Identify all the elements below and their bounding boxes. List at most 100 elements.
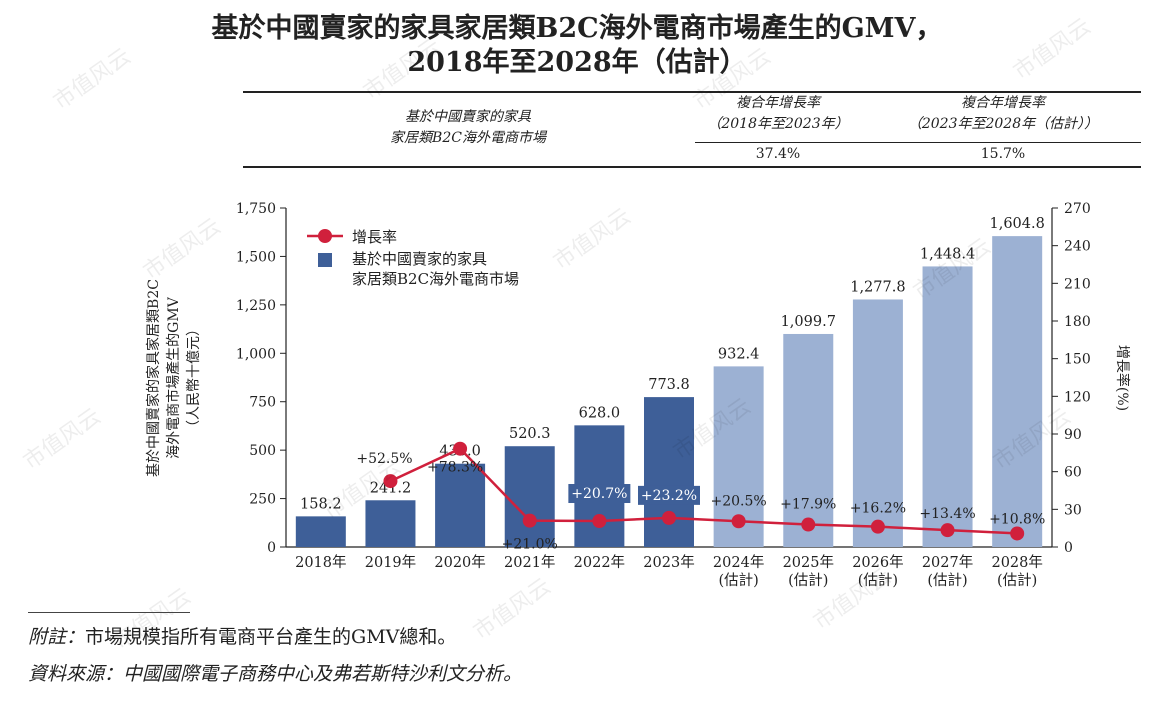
legend-bar-label-line2: 家居類B2C海外電商市場 [352,270,519,288]
cagr-table: 基於中國賣家的家具 家居類B2C海外電商市場 複合年增長率 （2018年至202… [243,91,1141,169]
x-tick-label: 2020年 [434,554,485,571]
y-axis-title-left: （人民幣十億元） [186,322,202,434]
left-tick-label: 0 [267,540,276,556]
watermark-text: 市值风云 [19,404,105,475]
bar [992,236,1043,547]
x-tick-sublabel: (估計) [788,572,828,589]
cagr-col1-header-line2: （2018年至2023年） [707,116,849,132]
bar [852,299,903,547]
right-tick-label: 120 [1064,389,1091,405]
growth-rate-label: +52.5% [356,451,412,467]
growth-rate-point [592,514,607,529]
cagr-col2-header-line2: （2023年至2028年（估計）） [907,116,1099,132]
growth-rate-label: +78.3% [427,460,483,476]
left-tick-label: 1,500 [236,249,276,265]
bar-value-label: 1,277.8 [850,279,905,295]
growth-rate-point [522,513,537,528]
growth-rate-point [453,441,468,456]
growth-rate-label: +16.2% [850,501,906,517]
growth-rate-point [383,474,398,489]
left-tick-label: 500 [249,443,276,459]
left-tick-label: 750 [249,395,276,411]
legend-bar-label-line1: 基於中國賣家的家具 [352,250,487,268]
watermark-text: 市值风云 [359,34,445,105]
bar-value-label: 520.3 [509,426,551,442]
footnote-source-label: 資料來源： [28,663,124,685]
legend-line-label: 增長率 [352,228,397,246]
bar-value-label: 932.4 [718,346,760,362]
x-tick-label: 2021年 [504,554,555,571]
growth-rate-point [731,514,746,529]
x-tick-label: 2026年 [852,554,903,571]
cagr-value-2023-2028: 15.7% [980,146,1026,162]
cagr-value-2018-2023: 37.4% [755,146,801,162]
bar [922,266,973,547]
bar-value-label: 158.2 [300,496,342,512]
cagr-col1-header: 複合年增長率 （2018年至2023年） [695,93,861,135]
x-tick-sublabel: (估計) [858,572,898,589]
footnote-note-label: 附註： [28,626,86,648]
y-axis-title-left: 基於中國賣家的家具家居類B2C [145,279,162,477]
growth-rate-label: +13.4% [919,506,975,522]
chart-title-line1: 基於中國賣家的家具家居類B2C海外電商市場產生的GMV， [211,13,943,44]
cagr-col2-header-line1: 複合年增長率 [961,95,1045,111]
growth-rate-label: +10.8% [989,511,1045,527]
growth-rate-point [870,519,885,534]
bar [365,500,416,547]
footnote-note-text: 市場規模指所有電商平台產生的GMV總和。 [85,626,457,648]
bar-value-label: 628.0 [579,405,621,421]
growth-rate-point [801,517,816,532]
right-tick-label: 90 [1064,427,1082,443]
bar-value-label: 1,604.8 [990,216,1045,232]
right-tick-label: 30 [1064,502,1082,518]
x-tick-label: 2027年 [922,554,973,571]
cagr-table-mid-rule [695,142,1141,143]
watermark-text: 市值风云 [139,214,225,285]
watermark-text: 市值风云 [549,204,635,275]
watermark-text: 市值风云 [469,574,555,645]
cagr-row-label: 基於中國賣家的家具 家居類B2C海外電商市場 [303,107,633,149]
y-axis-title-left: 海外電商市場產生的GMV [165,296,182,459]
watermark-text: 市值风云 [1009,14,1095,85]
cagr-table-top-rule [243,91,1141,93]
legend-bar-swatch [318,253,332,267]
growth-rate-label: +20.5% [711,493,767,509]
watermark-text: 市值风云 [689,44,775,115]
bar [504,446,555,547]
right-tick-label: 180 [1064,314,1091,330]
x-tick-label: 2019年 [365,554,416,571]
x-tick-label: 2023年 [643,554,694,571]
cagr-table-bottom-rule [243,166,1141,168]
x-tick-label: 2025年 [783,554,834,571]
right-tick-label: 60 [1064,465,1082,481]
cagr-col1-header-line1: 複合年增長率 [736,95,820,111]
cagr-col2-header: 複合年增長率 （2023年至2028年（估計）） [865,93,1141,135]
footnote-source: 資料來源：中國國際電子商務中心及弗若斯特沙利文分析。 [28,659,522,686]
footnote-divider [28,612,190,613]
bar-value-label: 241.2 [370,480,412,496]
x-tick-label: 2018年 [295,554,346,571]
right-tick-label: 0 [1064,540,1073,556]
legend-line-marker [318,229,332,243]
right-tick-label: 240 [1064,239,1091,255]
left-tick-label: 250 [249,492,276,508]
chart-title-line2: 2018年至2028年（估計） [407,47,747,78]
bar-value-label: 1,099.7 [781,314,836,330]
right-tick-label: 270 [1064,201,1091,217]
growth-rate-point [662,510,676,525]
left-tick-label: 1,000 [236,346,276,362]
growth-rate-line [389,447,1018,535]
cagr-row-label-line2: 家居類B2C海外電商市場 [390,130,546,146]
right-tick-label: 150 [1064,352,1091,368]
left-tick-label: 1,250 [236,298,276,314]
bar [435,463,486,547]
x-tick-sublabel: (估計) [927,572,967,589]
x-tick-label: 2024年 [713,554,764,571]
growth-rate-label-bg [568,484,631,504]
bar [295,516,346,547]
growth-rate-label-bg [638,485,700,505]
growth-rate-point [1010,526,1025,541]
growth-rate-label: +17.9% [780,497,836,513]
y-axis-title-right: 增長率(%) [1114,345,1131,411]
